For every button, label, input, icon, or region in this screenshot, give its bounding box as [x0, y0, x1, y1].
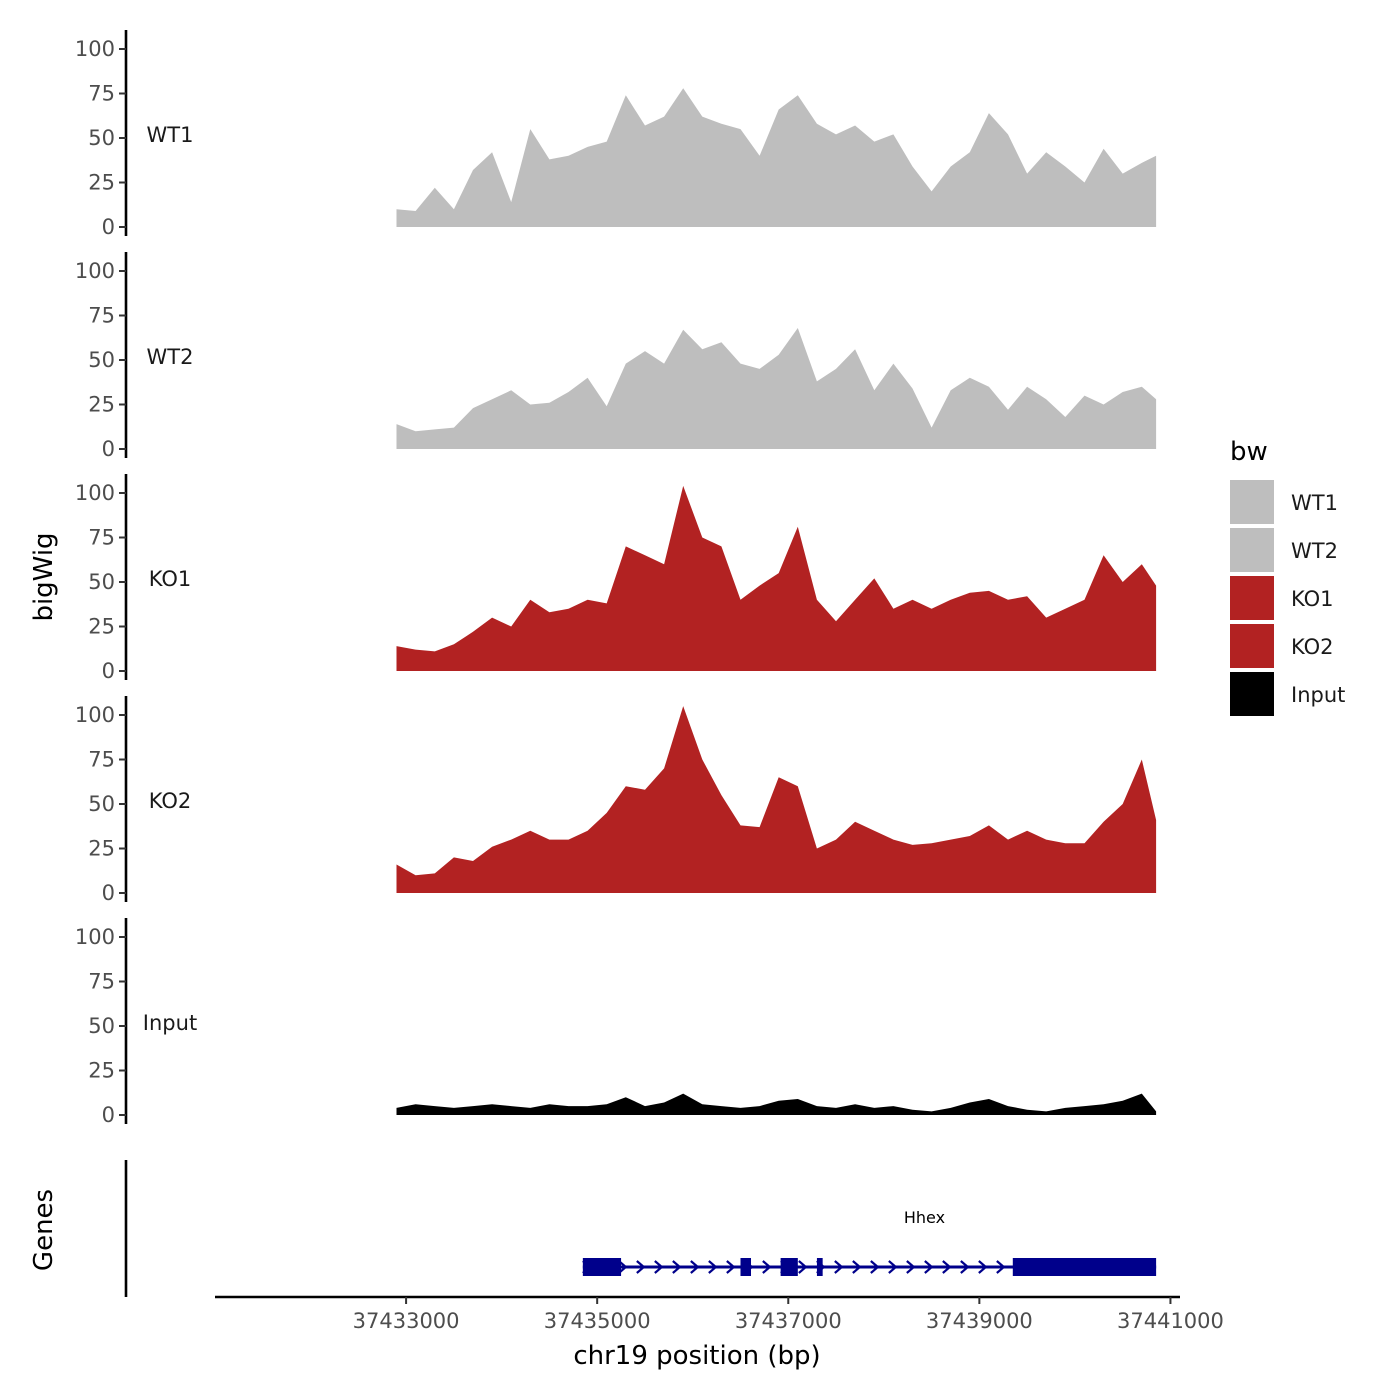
track-input: 0 25 50 75 100 Input [75, 918, 1157, 1127]
track-label-wt2: WT2 [147, 345, 194, 369]
strand-chevron [852, 1260, 862, 1274]
genes-panel: Hhex [124, 1160, 1157, 1297]
x-tick-label-37433000: 37433000 [353, 1309, 460, 1333]
y-tick-label-wt1-100: 100 [75, 37, 115, 61]
x-tick-label-37435000: 37435000 [544, 1309, 651, 1333]
area-input [396, 1093, 1157, 1115]
strand-chevron [834, 1260, 844, 1274]
track-ko2: 0 25 50 75 100 KO2 [75, 696, 1157, 905]
track-ko1: 0 25 50 75 100 KO1 [75, 474, 1157, 683]
track-label-wt1: WT1 [147, 123, 194, 147]
strand-chevron [690, 1260, 700, 1274]
legend-key-ko2 [1230, 624, 1274, 668]
y-tick-label-wt1-0: 0 [102, 215, 115, 239]
y-tick-label-input-25: 25 [88, 1059, 115, 1083]
legend-key-ko1 [1230, 576, 1274, 620]
genes-axis-title: Genes [29, 1189, 59, 1271]
y-tick-label-ko2-50: 50 [88, 792, 115, 816]
y-tick-label-ko2-75: 75 [88, 748, 115, 772]
x-axis-title: chr19 position (bp) [573, 1341, 820, 1371]
y-tick-label-ko2-25: 25 [88, 837, 115, 861]
strand-chevron [618, 1260, 628, 1274]
legend-label-wt2: WT2 [1291, 539, 1338, 563]
area-ko2 [396, 706, 1157, 893]
y-tick-label-ko2-100: 100 [75, 703, 115, 727]
legend-title: bw [1230, 437, 1268, 467]
gene-label: Hhex [904, 1208, 945, 1227]
legend-label-ko1: KO1 [1291, 587, 1334, 611]
gene-exon-5 [1012, 1258, 1157, 1276]
y-axis-title: bigWig [29, 532, 59, 621]
strand-chevron [708, 1260, 718, 1274]
strand-chevron [888, 1260, 898, 1274]
strand-chevron [762, 1260, 772, 1274]
y-tick-label-input-100: 100 [75, 925, 115, 949]
gene-exon-1 [582, 1258, 622, 1276]
strand-chevron [636, 1260, 646, 1274]
y-tick-label-input-75: 75 [88, 970, 115, 994]
y-tick-label-ko2-0: 0 [102, 881, 115, 905]
gene-hhex: Hhex [582, 1208, 1157, 1276]
y-tick-label-wt2-75: 75 [88, 304, 115, 328]
area-wt2 [396, 328, 1157, 449]
strand-chevron [906, 1260, 916, 1274]
x-axis: 37433000 37435000 37437000 37439000 37441000 [215, 1295, 1224, 1333]
strand-chevron [924, 1260, 934, 1274]
x-tick-label-37439000: 37439000 [926, 1309, 1033, 1333]
strand-chevron [960, 1260, 970, 1274]
track-label-ko2: KO2 [149, 789, 192, 813]
gene-exon-4 [816, 1258, 823, 1276]
strand-chevron [978, 1260, 988, 1274]
y-tick-label-ko1-75: 75 [88, 526, 115, 550]
strand-chevron [654, 1260, 664, 1274]
y-tick-label-ko1-25: 25 [88, 615, 115, 639]
y-tick-label-wt2-0: 0 [102, 437, 115, 461]
x-tick-label-37441000: 37441000 [1117, 1309, 1224, 1333]
track-label-ko1: KO1 [149, 567, 192, 591]
y-tick-label-ko1-50: 50 [88, 570, 115, 594]
legend-label-wt1: WT1 [1291, 491, 1338, 515]
gene-exon-3 [780, 1258, 798, 1276]
legend-key-wt2 [1230, 528, 1274, 572]
strand-chevron [870, 1260, 880, 1274]
legend-key-input [1230, 672, 1274, 716]
strand-chevron [996, 1260, 1006, 1274]
y-tick-label-wt1-25: 25 [88, 171, 115, 195]
y-tick-label-wt1-50: 50 [88, 126, 115, 150]
y-tick-label-input-0: 0 [102, 1103, 115, 1127]
signal-tracks: 0255075100WT10255075100WT20255075100KO10… [75, 30, 1157, 1127]
x-tick-label-37437000: 37437000 [735, 1309, 842, 1333]
y-tick-label-ko1-0: 0 [102, 659, 115, 683]
legend-label-ko2: KO2 [1291, 635, 1334, 659]
strand-chevron [672, 1260, 682, 1274]
y-tick-label-wt1-75: 75 [88, 82, 115, 106]
y-tick-label-wt2-50: 50 [88, 348, 115, 372]
area-wt1 [396, 88, 1157, 227]
track-label-input: Input [143, 1011, 197, 1035]
strand-chevron [942, 1260, 952, 1274]
gene-exon-2 [740, 1258, 752, 1276]
legend-key-wt1 [1230, 480, 1274, 524]
strand-chevron [726, 1260, 736, 1274]
legend-label-input: Input [1291, 683, 1345, 707]
y-tick-label-wt2-100: 100 [75, 259, 115, 283]
track-wt2: 0 25 50 75 100 WT2 [75, 252, 1157, 461]
track-wt1: 0 25 50 75 100 WT1 [75, 30, 1157, 239]
y-tick-label-ko1-100: 100 [75, 481, 115, 505]
y-tick-label-input-50: 50 [88, 1014, 115, 1038]
area-ko1 [396, 485, 1157, 671]
y-tick-label-wt2-25: 25 [88, 393, 115, 417]
strand-chevron [798, 1260, 808, 1274]
legend: bw WT1 WT2 KO1 KO2 Input [1230, 437, 1345, 716]
